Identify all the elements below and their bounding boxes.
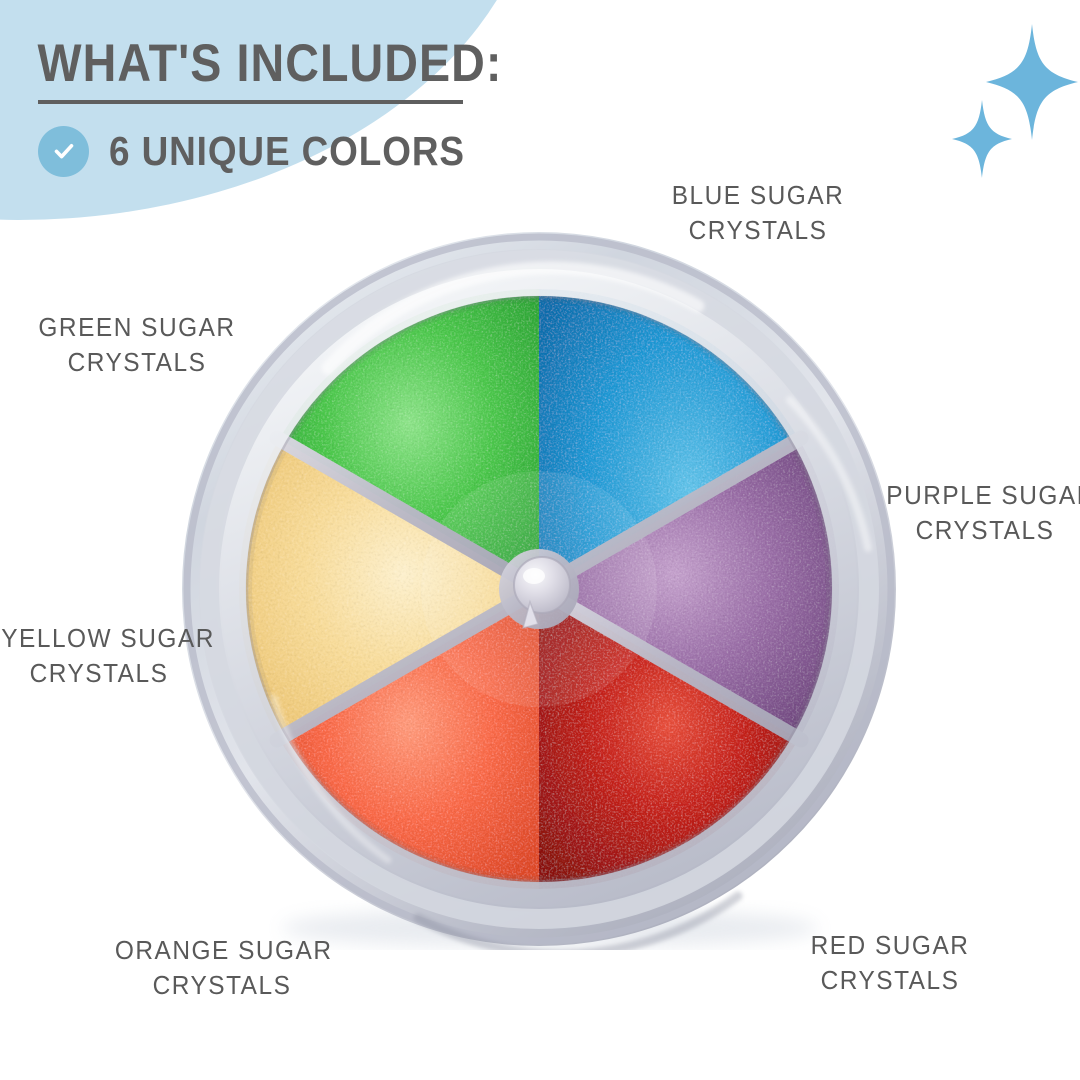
feature-row: 6 UNIQUE COLORS (34, 125, 504, 177)
header-content: WHAT'S INCLUDED: 6 UNIQUE COLORS (34, 18, 504, 177)
label-line-2: CRYSTALS (688, 214, 828, 245)
page-title: WHAT'S INCLUDED: (37, 34, 503, 93)
label-line-1: GREEN SUGAR (38, 312, 236, 342)
title-underline-rule (38, 99, 463, 104)
label-yellow-sugar-crystals: YELLOW SUGAR CRYSTALS (1, 621, 215, 690)
compartment-purple (539, 439, 839, 739)
label-line-1: PURPLE SUGAR (886, 480, 1080, 510)
label-orange-sugar-crystals: ORANGE SUGAR CRYSTALS (114, 933, 333, 1002)
label-blue-sugar-crystals: BLUE SUGAR CRYSTALS (645, 178, 871, 247)
label-line-2: CRYSTALS (29, 657, 169, 688)
label-line-2: CRYSTALS (152, 969, 292, 1000)
label-line-2: CRYSTALS (820, 964, 960, 995)
label-green-sugar-crystals: GREEN SUGAR CRYSTALS (29, 310, 245, 379)
label-purple-sugar-crystals: PURPLE SUGAR CRYSTALS (886, 478, 1080, 547)
center-hub (499, 549, 579, 630)
label-line-1: YELLOW SUGAR (1, 623, 215, 653)
label-red-sugar-crystals: RED SUGAR CRYSTALS (788, 928, 991, 997)
label-line-1: BLUE SUGAR (671, 180, 845, 210)
check-icon (38, 125, 89, 177)
sparkle-star-icon (920, 8, 1080, 178)
compartment-dividers (269, 278, 809, 900)
label-line-2: CRYSTALS (915, 514, 1055, 545)
label-line-1: ORANGE SUGAR (114, 935, 333, 965)
compartment-yellow (239, 439, 539, 739)
feature-label: 6 UNIQUE COLORS (109, 127, 465, 174)
label-line-2: CRYSTALS (67, 346, 207, 377)
product-image-sugar-crystal-wheel (178, 228, 900, 950)
label-line-1: RED SUGAR (810, 930, 970, 960)
